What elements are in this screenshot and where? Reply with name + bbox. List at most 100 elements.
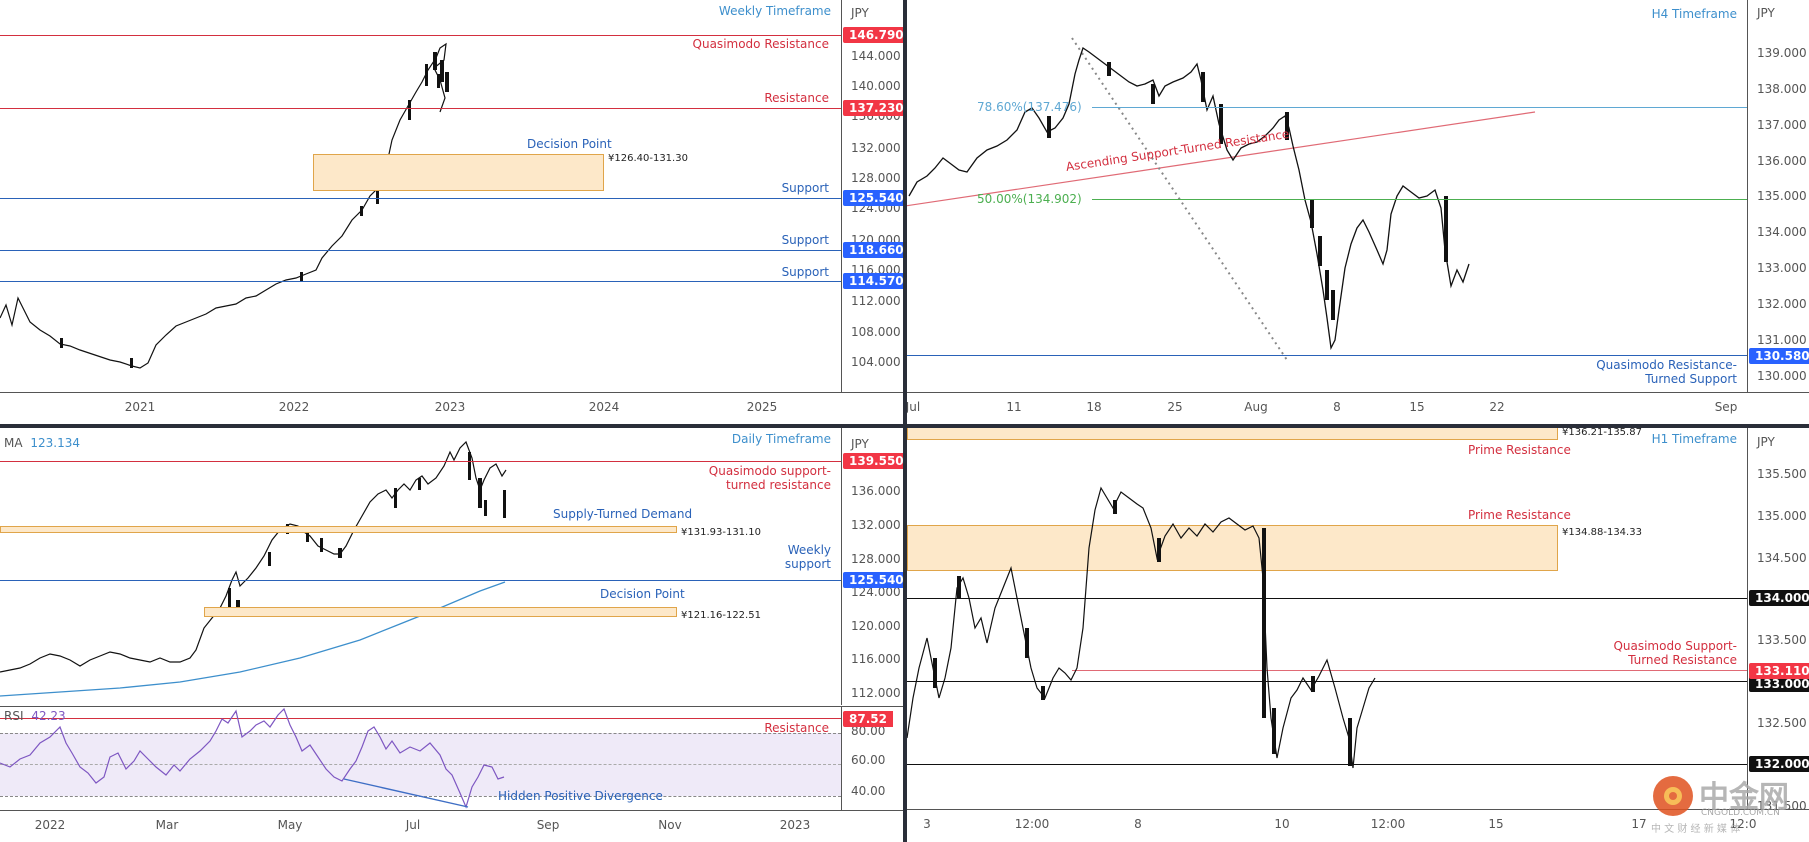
h4-qm-support-label-line1: Quasimodo Resistance- [1596,358,1737,372]
h4-panel[interactable]: 78.60%(137.476) 50.00%(134.902) Ascendin… [907,0,1809,424]
y-tick: 139.000 [1757,46,1807,60]
h1-currency-label: JPY [1757,435,1775,449]
price-tag-133110: 133.110 [1749,663,1809,679]
price-tag-134000: 134.000 [1749,590,1809,606]
y-tick: 132.500 [1757,716,1807,730]
h4-qm-support-label: Quasimodo Resistance- Turned Support [1596,358,1737,386]
weekly-candles [0,42,449,369]
x-tick: Nov [658,818,682,832]
x-tick: 12:00 [1370,817,1406,831]
h4-time-axis[interactable]: Jul 11 18 25 Aug 8 15 22 Sep [907,392,1809,424]
watermark: 中金网 CNGOLD.COM.CN 中 文 财 经 新 媒 体 [1651,772,1801,835]
h1-qm-resistance-line [1072,670,1747,671]
x-tick: 11 [1006,400,1022,414]
price-tag-130580: 130.580 [1749,348,1809,364]
x-tick: 12:0 [1729,817,1757,831]
watermark-domain: CNGOLD.COM.CN [1701,808,1780,818]
y-tick: 40.00 [851,784,886,798]
h1-134000-line [907,598,1747,599]
daily-std-range: ¥131.93-131.10 [681,527,761,538]
rsi-mid-band [0,764,841,765]
daily-decision-point-zone[interactable] [204,607,677,617]
x-tick: 15 [1409,400,1425,414]
x-tick: 10 [1274,817,1290,831]
h1-prime2-label: Prime Resistance [1468,508,1571,522]
daily-candles [0,440,507,697]
watermark-tagline: 中 文 财 经 新 媒 体 [1651,824,1741,835]
watermark-brand: 中金网 [1699,780,1789,815]
y-tick: 134.000 [1757,225,1807,239]
y-tick: 130.000 [1757,369,1807,383]
h1-133000-line [907,681,1747,682]
weekly-price-axis[interactable]: JPY 144.000 140.000 136.000 132.000 128.… [841,0,903,392]
h1-prime2-range: ¥134.88-134.33 [1562,527,1642,538]
y-tick: 134.500 [1757,551,1807,565]
vertical-divider[interactable] [903,0,907,842]
daily-qm-label-line2: turned resistance [726,478,831,492]
h1-plot-area[interactable]: ¥136.21-135.87 Prime Resistance Prime Re… [907,428,1747,809]
weekly-plot-area[interactable]: ¥126.40-131.30 Weekly Timeframe Quasimod… [0,0,841,392]
y-tick: 108.000 [851,325,901,339]
weekly-timeframe-title: Weekly Timeframe [718,4,831,18]
x-tick: 2023 [434,400,466,414]
daily-decision-range: ¥121.16-122.51 [681,610,761,621]
y-tick: 140.000 [851,79,901,93]
h1-prime-resistance-zone-1[interactable] [907,428,1558,440]
h1-time-axis[interactable]: 3 12:00 8 10 12:00 15 17 12:0 [907,809,1809,842]
h4-qm-support-label-line2: Turned Support [1645,372,1737,386]
weekly-resistance-label: Resistance [764,91,829,105]
h1-price-axis[interactable]: JPY 135.500 135.000 134.500 133.500 132.… [1747,428,1809,813]
y-tick: 116.000 [851,652,901,666]
daily-plot-area[interactable]: ¥131.93-131.10 ¥121.16-122.51 MA 123.134… [0,428,841,705]
daily-supply-turned-demand-zone[interactable] [0,526,677,533]
price-tag-125540: 125.540 [843,190,903,206]
price-tag-114570: 114.570 [843,273,903,289]
rsi-plot-area[interactable]: RSI 42.23 Resistance Hidden Positive Div… [0,706,841,810]
h4-timeframe-title: H4 Timeframe [1651,7,1737,21]
weekly-support-label-3: Support [781,265,829,279]
h4-currency-label: JPY [1757,6,1775,20]
x-tick: 2024 [588,400,620,414]
x-tick: 12:00 [1014,817,1050,831]
weekly-support-line-2 [0,250,841,251]
h1-qm-label: Quasimodo Support- Turned Resistance [1613,639,1737,667]
y-tick: 128.000 [851,171,901,185]
ma-legend-label: MA [4,436,23,450]
daily-panel[interactable]: ¥131.93-131.10 ¥121.16-122.51 MA 123.134… [0,428,903,842]
weekly-support-label-1: Support [781,181,829,195]
ma-legend-value: 123.134 [30,436,81,450]
rsi-legend-value: 42.23 [31,709,66,723]
horizontal-divider[interactable] [0,424,1809,428]
x-tick: Sep [536,818,560,832]
weekly-panel[interactable]: ¥126.40-131.30 Weekly Timeframe Quasimod… [0,0,903,424]
x-tick: 8 [1333,400,1341,414]
price-tag-132000: 132.000 [1749,756,1809,772]
daily-weekly-support-line [0,580,841,581]
weekly-decision-point-zone[interactable] [313,154,604,191]
daily-time-axis[interactable]: 2022 Mar May Jul Sep Nov 2023 [0,810,903,842]
y-tick: 80.00 [851,724,886,738]
y-tick: 60.00 [851,753,886,767]
h4-price-axis[interactable]: JPY 139.000 138.000 137.000 136.000 135.… [1747,0,1809,392]
y-tick: 136.000 [1757,154,1807,168]
rsi-axis[interactable]: 80.00 60.00 40.00 87.52 [841,706,903,810]
x-tick: 2022 [34,818,66,832]
y-tick: 132.000 [851,518,901,532]
h4-fib-786-label: 78.60%(137.476) [977,100,1082,114]
daily-timeframe-title: Daily Timeframe [731,432,831,446]
weekly-support-line-3 [0,281,841,282]
h1-prime-resistance-zone-2[interactable] [907,525,1558,571]
rsi-upper-band [0,733,841,734]
weekly-time-axis[interactable]: 2021 2022 2023 2024 2025 [0,392,903,424]
h1-qm-label-line1: Quasimodo Support- [1613,639,1737,653]
h4-plot-area[interactable]: 78.60%(137.476) 50.00%(134.902) Ascendin… [907,0,1747,392]
daily-decision-point-label: Decision Point [600,587,685,601]
h1-panel[interactable]: ¥136.21-135.87 Prime Resistance Prime Re… [907,428,1809,842]
daily-price-axis[interactable]: JPY 136.000 132.000 128.000 124.000 120.… [841,428,903,705]
x-tick: Mar [155,818,179,832]
h1-prime1-label: Prime Resistance [1468,443,1571,457]
daily-qm-label: Quasimodo support- turned resistance [709,464,831,492]
x-tick: 3 [923,817,931,831]
y-tick: 135.000 [1757,189,1807,203]
h1-timeframe-title: H1 Timeframe [1651,432,1737,446]
